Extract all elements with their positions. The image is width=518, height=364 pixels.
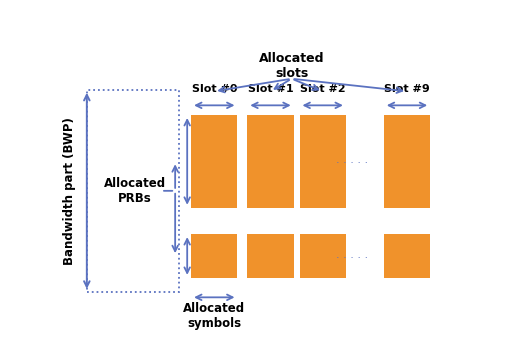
Bar [299,234,346,278]
Text: Allocated
PRBs: Allocated PRBs [104,177,166,205]
Bar [299,115,346,207]
Bar [191,234,237,278]
Text: Slot #1: Slot #1 [248,84,293,94]
Bar [248,234,294,278]
Text: Slot #9: Slot #9 [384,84,430,94]
Text: Allocated
slots: Allocated slots [259,52,324,80]
Bar [248,115,294,207]
Bar [191,115,237,207]
Text: Bandwidth part (BWP): Bandwidth part (BWP) [63,117,76,265]
Text: Slot #0: Slot #0 [192,84,237,94]
Text: Allocated
symbols: Allocated symbols [183,301,246,329]
Bar [384,234,430,278]
Bar [87,90,179,292]
Text: . . . . .: . . . . . [336,250,368,260]
Text: . . . . .: . . . . . [336,155,368,165]
Text: Slot #2: Slot #2 [300,84,346,94]
Bar [384,115,430,207]
